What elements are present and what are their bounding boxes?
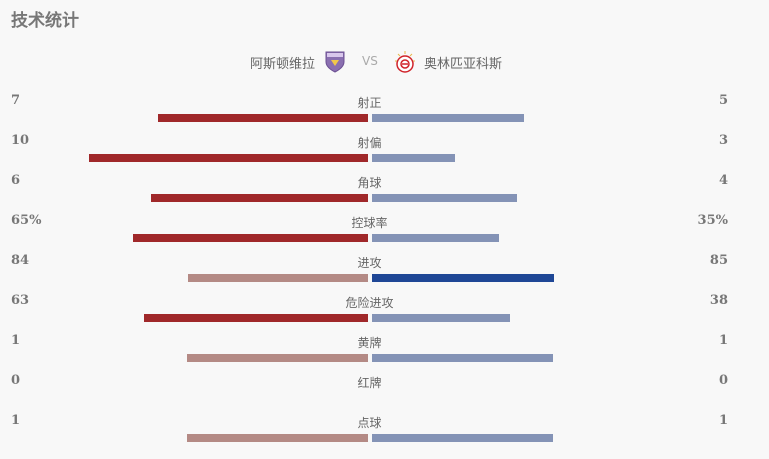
away-stat-value: 1 xyxy=(718,333,728,348)
away-stat-bar xyxy=(372,434,553,442)
stat-label: 红牌 xyxy=(357,376,382,390)
away-stat-bar xyxy=(372,274,554,282)
home-stat-bar xyxy=(158,114,368,122)
stat-row: 65% 控球率 35% xyxy=(0,213,769,253)
stat-row: 1 黄牌 1 xyxy=(0,333,769,373)
away-stat-bar xyxy=(372,154,455,162)
home-stat-bar xyxy=(89,154,368,162)
olympiacos-crest-icon xyxy=(395,51,415,73)
home-stat-value: 6 xyxy=(11,173,21,188)
home-stat-value: 65% xyxy=(11,213,42,228)
home-stat-value: 10 xyxy=(11,133,30,148)
away-stat-bar xyxy=(372,234,499,242)
stat-row: 10 射偏 3 xyxy=(0,133,769,173)
teams-header: 阿斯顿维拉 VS 奥林匹亚科斯 xyxy=(0,50,769,74)
home-stat-value: 7 xyxy=(11,93,21,108)
stat-row: 6 角球 4 xyxy=(0,173,769,213)
stat-row: 1 点球 1 xyxy=(0,413,769,453)
stat-row: 7 射正 5 xyxy=(0,93,769,133)
stat-label: 进攻 xyxy=(357,256,382,270)
stat-label: 控球率 xyxy=(351,216,388,230)
aston-villa-crest-icon xyxy=(325,51,345,73)
home-stat-bar xyxy=(151,194,368,202)
home-team-name[interactable]: 阿斯顿维拉 xyxy=(249,57,315,72)
away-stat-bar xyxy=(372,194,517,202)
home-stat-value: 84 xyxy=(11,253,30,268)
home-stat-bar xyxy=(187,434,368,442)
away-stat-value: 1 xyxy=(718,413,728,428)
stat-label: 射偏 xyxy=(357,136,382,150)
page-title: 技术统计 xyxy=(11,11,79,31)
away-stat-value: 4 xyxy=(718,173,728,188)
vs-label: VS xyxy=(362,54,378,68)
stat-row: 0 红牌 0 xyxy=(0,373,769,413)
away-stat-value: 0 xyxy=(718,373,728,388)
away-team-name[interactable]: 奥林匹亚科斯 xyxy=(424,57,503,72)
away-stat-value: 85 xyxy=(709,253,728,268)
away-stat-value: 3 xyxy=(718,133,728,148)
stat-row: 84 进攻 85 xyxy=(0,253,769,293)
home-stat-bar xyxy=(144,314,368,322)
home-stat-value: 63 xyxy=(11,293,30,308)
home-stat-bar xyxy=(133,234,368,242)
away-stat-bar xyxy=(372,114,524,122)
home-stat-bar xyxy=(187,354,368,362)
stat-label: 角球 xyxy=(357,176,382,190)
stat-label: 黄牌 xyxy=(357,336,382,350)
home-stat-value: 0 xyxy=(11,373,21,388)
away-stat-value: 35% xyxy=(697,213,728,228)
stat-label: 点球 xyxy=(357,416,382,430)
away-stat-value: 5 xyxy=(718,93,728,108)
home-stat-value: 1 xyxy=(11,413,21,428)
stat-label: 射正 xyxy=(357,96,382,110)
away-stat-value: 38 xyxy=(709,293,728,308)
away-stat-bar xyxy=(372,354,553,362)
stat-row: 63 危险进攻 38 xyxy=(0,293,769,333)
away-stat-bar xyxy=(372,314,510,322)
home-stat-value: 1 xyxy=(11,333,21,348)
stat-label: 危险进攻 xyxy=(345,296,394,310)
home-stat-bar xyxy=(188,274,368,282)
